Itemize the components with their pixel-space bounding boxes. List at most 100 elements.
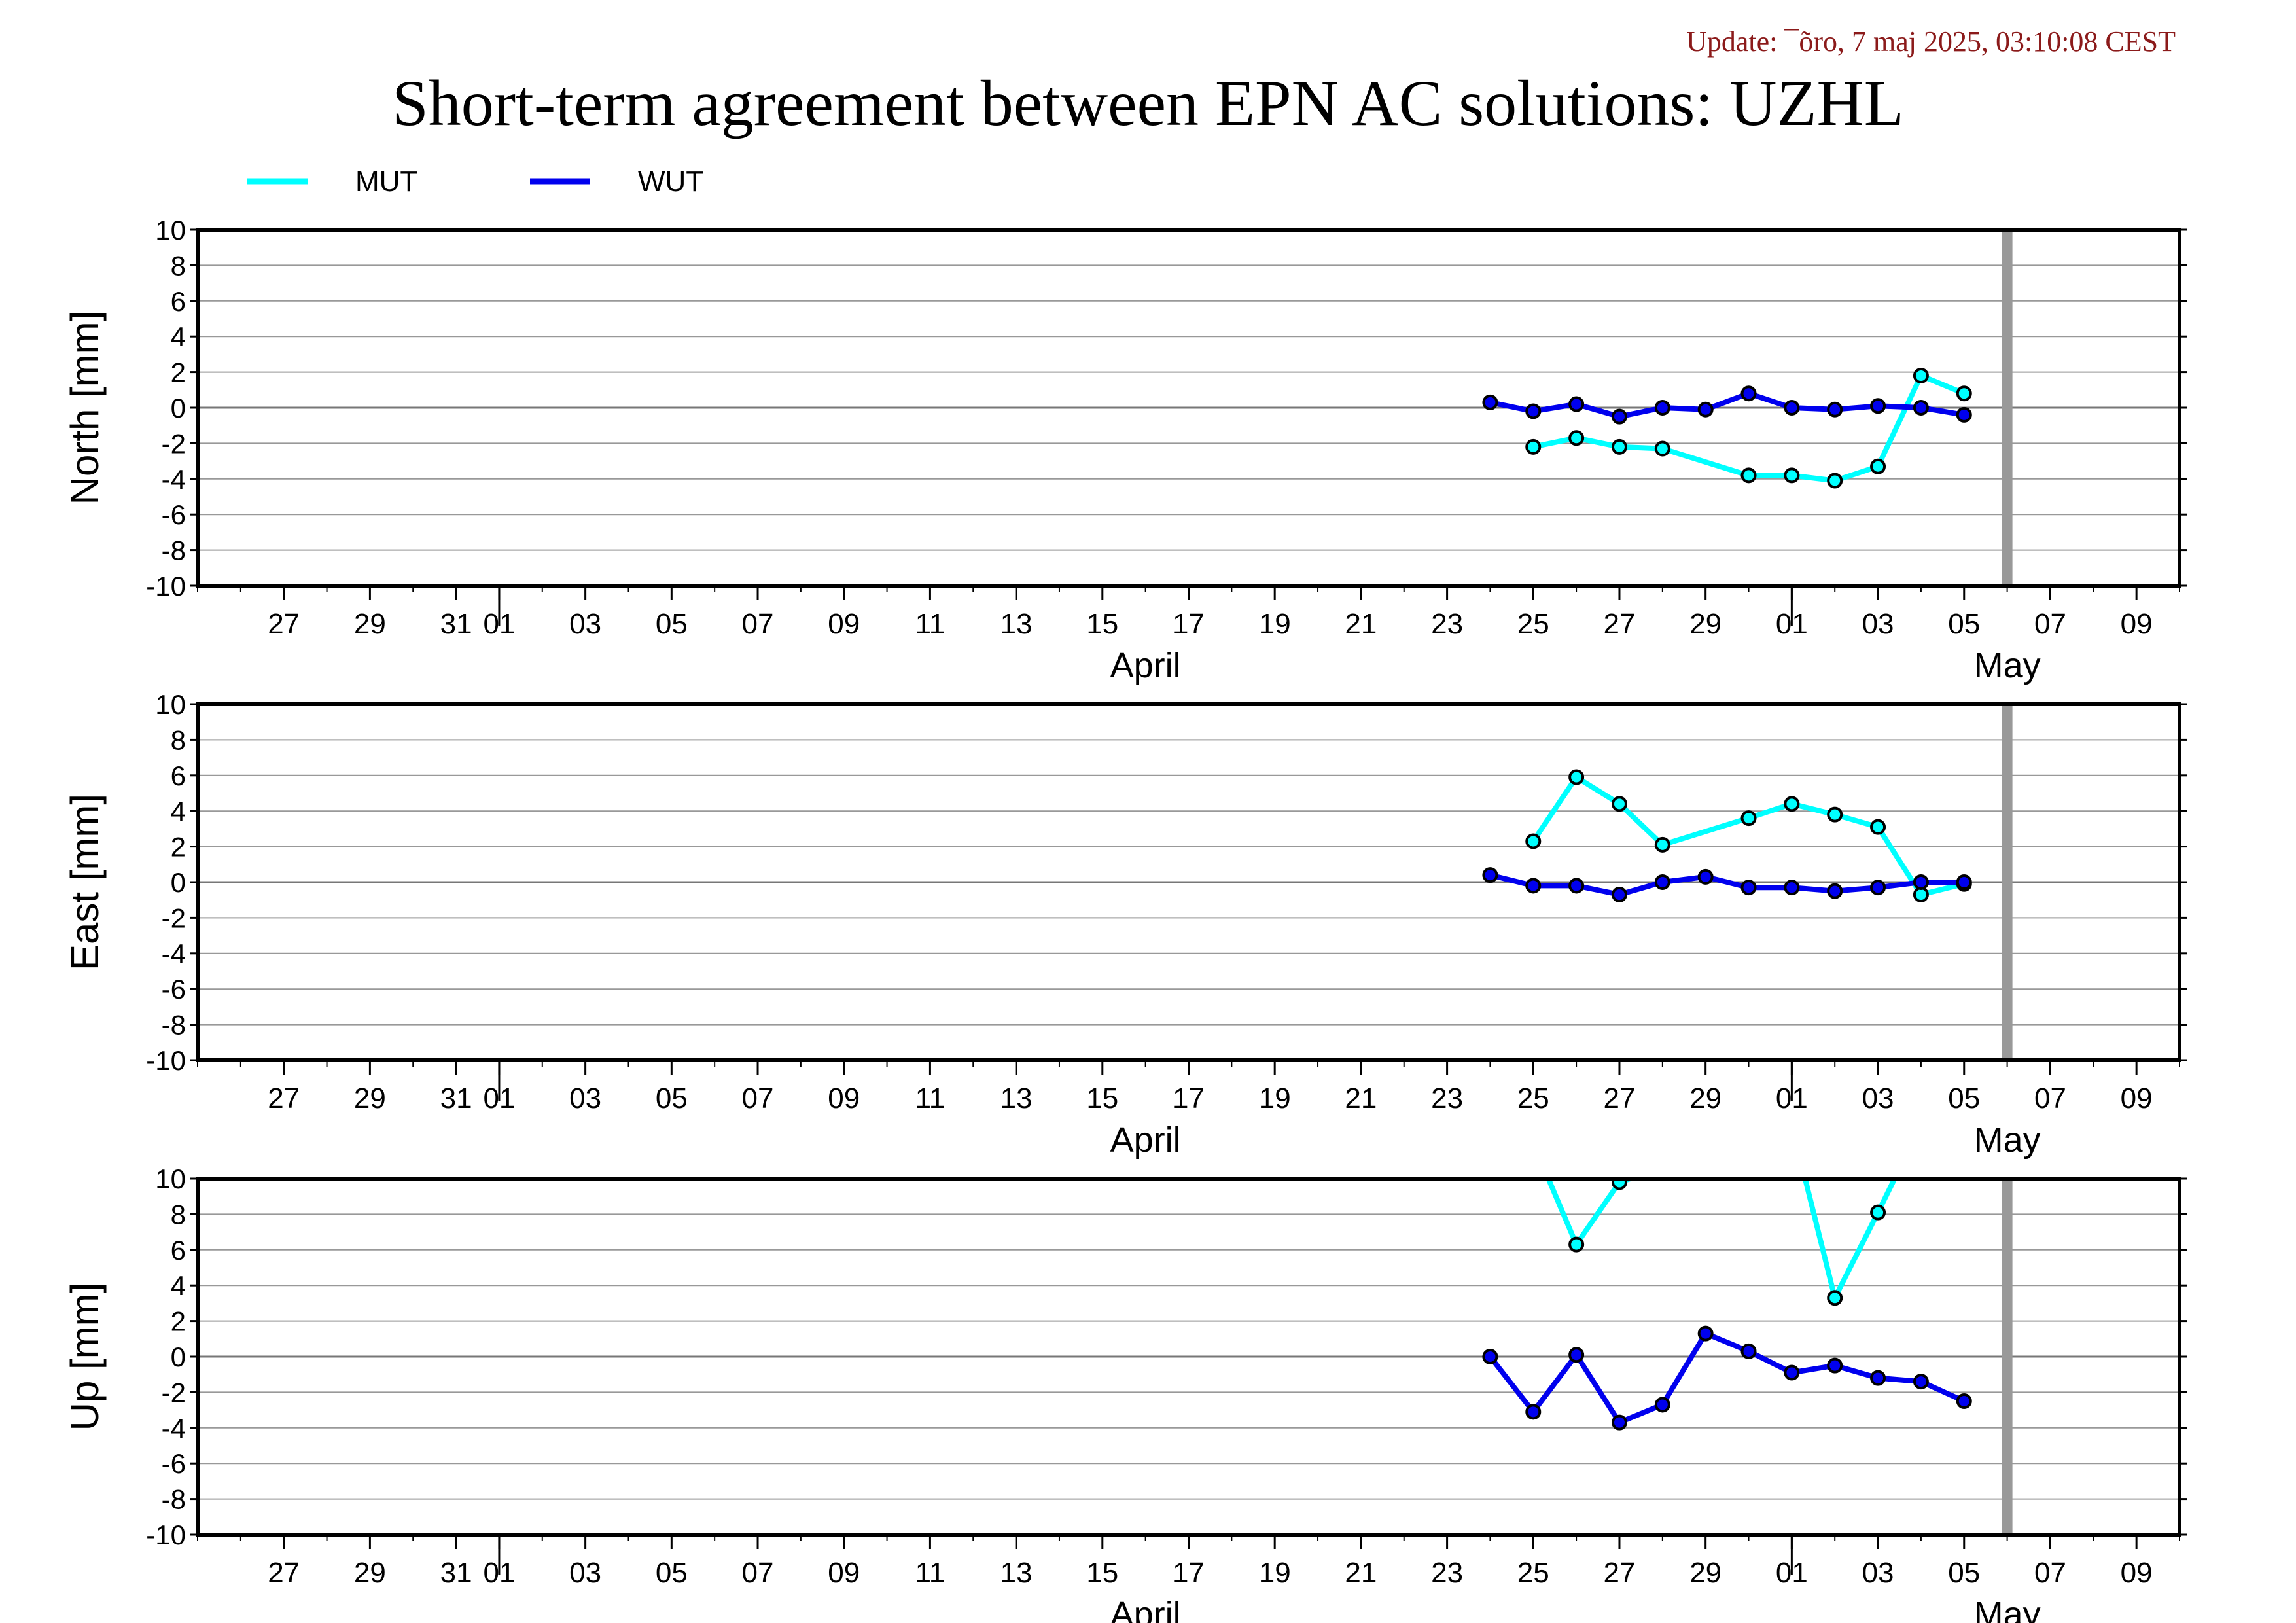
data-point-mut bbox=[1527, 1137, 1540, 1150]
y-tick-label: -2 bbox=[162, 428, 186, 459]
series-line-wut bbox=[1489, 391, 1965, 419]
month-label-may: May bbox=[1974, 646, 2041, 685]
y-tick-label: -8 bbox=[162, 535, 186, 566]
x-tick-label: 31 bbox=[440, 1557, 472, 1589]
data-point-wut bbox=[1870, 880, 1886, 896]
legend-item-wut: WUT bbox=[530, 166, 703, 198]
x-tick-label: 19 bbox=[1259, 608, 1291, 640]
x-tick-label: 29 bbox=[354, 608, 386, 640]
data-point-wut bbox=[1568, 1347, 1585, 1363]
data-point-wut bbox=[1870, 398, 1886, 414]
y-axis-label: East [mm] bbox=[63, 794, 107, 971]
data-point-mut bbox=[1611, 1179, 1627, 1190]
x-tick-label: 09 bbox=[828, 608, 860, 640]
data-point-wut bbox=[1482, 1349, 1498, 1364]
y-tick-label: 6 bbox=[171, 760, 186, 791]
data-point-mut bbox=[1827, 473, 1843, 489]
y-tick-label: 8 bbox=[171, 1199, 186, 1230]
x-tick-label: 09 bbox=[2121, 1557, 2153, 1589]
data-point-mut bbox=[1740, 810, 1757, 827]
x-tick-label: 03 bbox=[569, 1557, 601, 1589]
x-tick-label: 21 bbox=[1345, 1082, 1377, 1115]
data-point-wut bbox=[1740, 1343, 1757, 1359]
y-tick-label: 10 bbox=[155, 689, 186, 720]
x-tick-label: 23 bbox=[1431, 1082, 1463, 1115]
data-point-mut bbox=[1611, 796, 1627, 812]
y-tick-label: 0 bbox=[171, 1342, 186, 1372]
month-label-april: April bbox=[1110, 646, 1181, 685]
series-line-mut bbox=[1532, 373, 1966, 484]
y-tick-label: -2 bbox=[162, 1377, 186, 1408]
x-tick-label: 07 bbox=[742, 1557, 774, 1589]
x-tick-label: 15 bbox=[1086, 608, 1118, 640]
data-point-wut bbox=[1697, 868, 1714, 885]
data-point-wut bbox=[1525, 403, 1542, 419]
series-line-wut bbox=[1489, 872, 1964, 897]
data-point-wut bbox=[1740, 385, 1757, 402]
x-tick-label: 15 bbox=[1086, 1082, 1118, 1115]
data-point-mut bbox=[1870, 1204, 1886, 1221]
y-tick-label: -10 bbox=[146, 1520, 186, 1550]
y-tick-label: 4 bbox=[171, 796, 186, 827]
x-tick-label: 09 bbox=[828, 1082, 860, 1115]
y-tick-label: 0 bbox=[171, 393, 186, 423]
data-point-mut bbox=[1827, 1290, 1843, 1306]
x-tick-label: 25 bbox=[1517, 608, 1549, 640]
series-layer bbox=[1482, 368, 1972, 489]
data-point-mut bbox=[1568, 430, 1585, 446]
y-tick-label: 6 bbox=[171, 1235, 186, 1266]
legend-label: MUT bbox=[355, 166, 417, 198]
y-tick-label: -2 bbox=[162, 902, 186, 933]
x-tick-label: 05 bbox=[1948, 1082, 1980, 1115]
x-tick-label: 13 bbox=[1000, 608, 1033, 640]
data-point-mut bbox=[1956, 385, 1972, 402]
data-point-mut bbox=[1870, 458, 1886, 474]
x-tick-label: 05 bbox=[656, 1557, 688, 1589]
x-tick-label: 19 bbox=[1259, 1557, 1291, 1589]
series-layer bbox=[1482, 1137, 1972, 1431]
data-point-wut bbox=[1913, 400, 1929, 416]
data-point-wut bbox=[1697, 1325, 1714, 1342]
y-tick-label: 2 bbox=[171, 1306, 186, 1337]
series-line-mut bbox=[1530, 774, 1965, 897]
x-tick-label: 25 bbox=[1517, 1082, 1549, 1115]
x-tick-label: 27 bbox=[268, 1557, 300, 1589]
y-tick-label: -6 bbox=[162, 974, 186, 1005]
data-point-wut bbox=[1611, 1414, 1627, 1431]
data-point-mut bbox=[1568, 1236, 1585, 1253]
y-tick-label: 4 bbox=[171, 1270, 186, 1301]
x-tick-label: 17 bbox=[1173, 608, 1205, 640]
x-tick-label: 29 bbox=[1689, 1557, 1722, 1589]
x-tick-label: 11 bbox=[915, 608, 945, 640]
x-tick-label: 03 bbox=[1862, 1082, 1894, 1115]
x-tick-label: 31 bbox=[440, 1082, 472, 1115]
data-point-wut bbox=[1482, 867, 1498, 883]
x-tick-label: 27 bbox=[268, 608, 300, 640]
update-timestamp: Update: ¯õro, 7 maj 2025, 03:10:08 CEST bbox=[1686, 26, 2176, 58]
data-point-mut bbox=[1611, 438, 1627, 455]
y-tick-label: -10 bbox=[146, 1045, 186, 1076]
series-line-wut bbox=[1488, 1330, 1966, 1425]
x-tick-label: 15 bbox=[1086, 1557, 1118, 1589]
x-tick-label: 03 bbox=[1862, 1557, 1894, 1589]
x-tick-label: 21 bbox=[1345, 1557, 1377, 1589]
data-point-wut bbox=[1482, 394, 1498, 410]
data-point-mut bbox=[1784, 467, 1800, 484]
y-tick-label: 6 bbox=[171, 286, 186, 317]
x-tick-label: 09 bbox=[2121, 608, 2153, 640]
y-axis-label: North [mm] bbox=[63, 311, 107, 505]
x-tick-label: 05 bbox=[1948, 608, 1980, 640]
data-point-wut bbox=[1870, 1370, 1886, 1386]
x-tick-label: 11 bbox=[915, 1557, 945, 1589]
x-tick-label: 07 bbox=[2034, 1557, 2066, 1589]
data-point-mut bbox=[1525, 438, 1542, 455]
data-point-wut bbox=[1697, 401, 1714, 418]
data-point-wut bbox=[1654, 874, 1670, 890]
x-tick-label: 25 bbox=[1517, 1557, 1549, 1589]
data-point-wut bbox=[1827, 1357, 1843, 1374]
legend-label: WUT bbox=[638, 166, 703, 198]
x-tick-label: 31 bbox=[440, 608, 472, 640]
month-label-may: May bbox=[1974, 1120, 2041, 1160]
